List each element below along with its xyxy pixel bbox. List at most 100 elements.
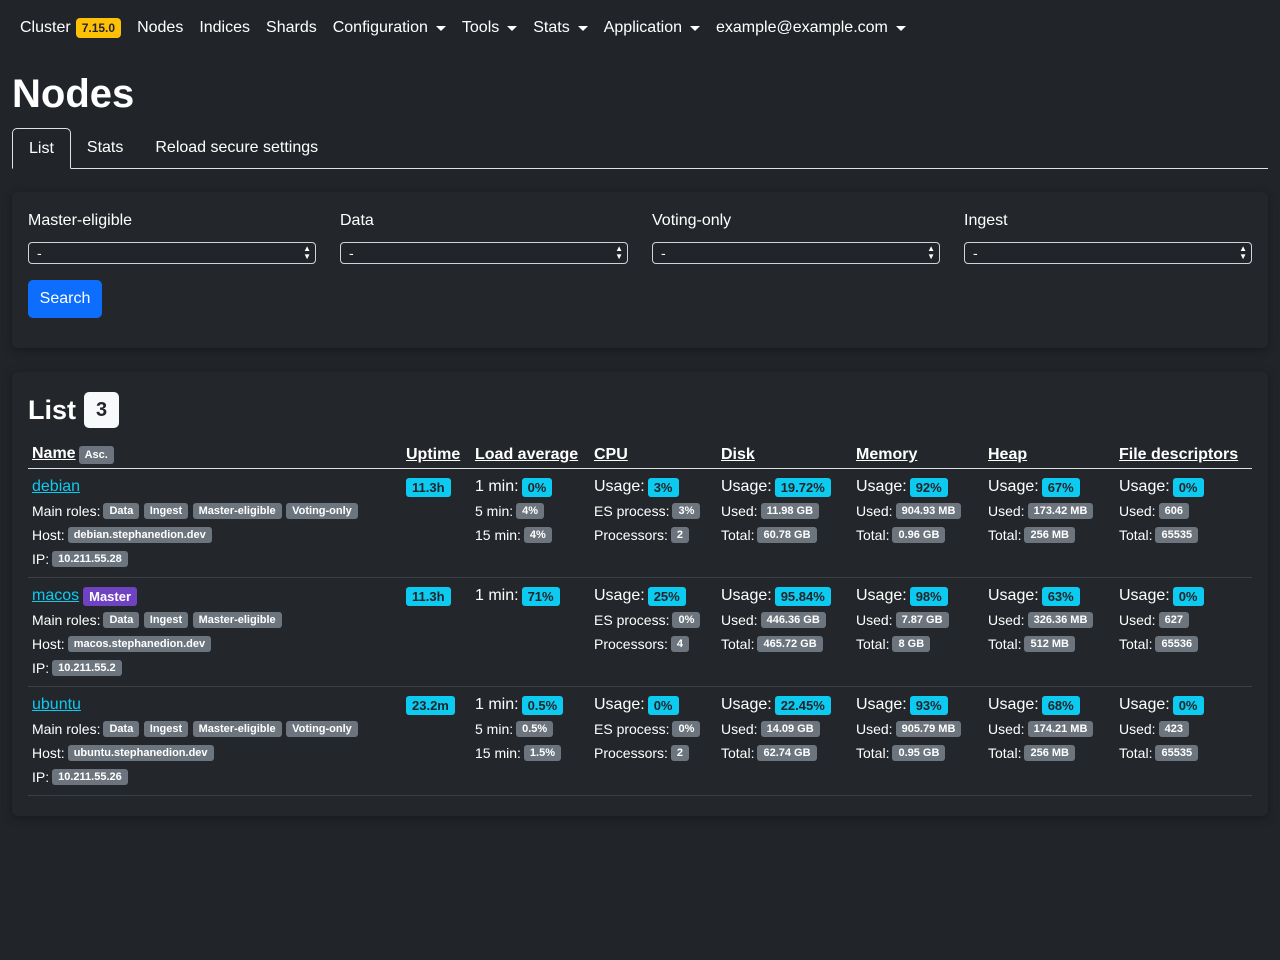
- heap-total-badge: 256 MB: [1024, 527, 1075, 543]
- label: Usage:: [988, 478, 1039, 495]
- label: 1 min:: [475, 696, 519, 713]
- voting-only-select[interactable]: - ▲ ▼: [652, 242, 940, 264]
- memory-usage-badge: 92%: [909, 477, 948, 497]
- host-badge: debian.stephanedion.dev: [67, 527, 212, 543]
- select-arrows-icon: ▲ ▼: [303, 244, 311, 261]
- label: 1 min:: [475, 478, 519, 495]
- page-title: Nodes: [12, 72, 135, 116]
- nav-stats-dropdown[interactable]: Stats: [525, 19, 595, 37]
- nav-application-label: Application: [603, 19, 682, 36]
- heap-total-badge: 512 MB: [1024, 636, 1075, 652]
- heap-used-badge: 326.36 MB: [1027, 612, 1094, 628]
- search-button[interactable]: Search: [28, 280, 102, 318]
- nav-indices[interactable]: Indices: [199, 19, 251, 36]
- cell-heap: Usage: 63% Used: 326.36 MB Total: 512 MB: [984, 577, 1115, 687]
- fd-usage-badge: 0%: [1172, 586, 1204, 606]
- label: Main roles:: [32, 503, 101, 519]
- label: Used:: [988, 721, 1025, 737]
- tab-reload-secure-settings[interactable]: Reload secure settings: [155, 139, 319, 156]
- list-header: List 3: [28, 392, 120, 428]
- label: Processors:: [594, 527, 668, 543]
- label: Host:: [32, 527, 65, 543]
- label: Total:: [856, 745, 890, 761]
- node-link[interactable]: debian: [32, 478, 81, 495]
- label: ES process:: [594, 503, 670, 519]
- tab-list[interactable]: List: [12, 128, 71, 169]
- master-eligible-select[interactable]: - ▲ ▼: [28, 242, 316, 264]
- filter-card: Master-eligible - ▲ ▼ Data - ▲ ▼ Voting-on…: [12, 192, 1268, 348]
- col-disk[interactable]: Disk: [717, 440, 852, 469]
- col-uptime[interactable]: Uptime: [402, 440, 471, 469]
- node-link[interactable]: macos: [32, 587, 80, 604]
- label: Usage:: [1119, 587, 1170, 604]
- cell-load: 1 min: 0.5% 5 min: 0.5% 15 min: 1.5%: [471, 686, 590, 796]
- label: Total:: [721, 636, 755, 652]
- label: Usage:: [1119, 696, 1170, 713]
- cell-uptime: 11.3h: [402, 577, 471, 687]
- master-badge: Master: [83, 586, 138, 606]
- label: IP:: [32, 769, 50, 785]
- cell-load: 1 min: 71%: [471, 577, 590, 687]
- role-badge: Master-eligible: [192, 721, 282, 737]
- ip-badge: 10.211.55.28: [52, 551, 128, 567]
- fd-total-badge: 65535: [1155, 527, 1199, 543]
- nav-shards[interactable]: Shards: [266, 19, 317, 36]
- col-heap[interactable]: Heap: [984, 440, 1115, 469]
- role-badge: Ingest: [143, 721, 189, 737]
- ingest-select[interactable]: - ▲ ▼: [964, 242, 1252, 264]
- role-badge: Ingest: [143, 612, 189, 628]
- col-memory[interactable]: Memory: [852, 440, 984, 469]
- select-arrows-icon: ▲ ▼: [615, 244, 623, 261]
- label: 15 min:: [475, 527, 521, 543]
- table-row: debian Main roles: Data Ingest Master-el…: [28, 468, 1252, 578]
- ip-badge: 10.211.55.2: [52, 660, 122, 676]
- nav-user-dropdown[interactable]: example@example.com: [708, 19, 914, 37]
- col-load-average[interactable]: Load average: [471, 440, 590, 469]
- label: Total:: [988, 636, 1022, 652]
- role-badge: Voting-only: [286, 721, 358, 737]
- label: Usage:: [1119, 478, 1170, 495]
- disk-usage-badge: 95.84%: [774, 586, 831, 606]
- label: Total:: [1119, 527, 1153, 543]
- filter-data: Data - ▲ ▼: [340, 212, 628, 264]
- cell-heap: Usage: 68% Used: 174.21 MB Total: 256 MB: [984, 686, 1115, 796]
- tab-stats[interactable]: Stats: [86, 139, 124, 156]
- cell-file-descriptors: Usage: 0% Used: 423 Total: 65535: [1115, 686, 1252, 796]
- disk-used-badge: 11.98 GB: [760, 503, 820, 519]
- cpu-es-badge: 0%: [672, 612, 701, 628]
- filter-master-eligible: Master-eligible - ▲ ▼: [28, 212, 316, 264]
- label: Total:: [721, 745, 755, 761]
- cell-load: 1 min: 0% 5 min: 4% 15 min: 4%: [471, 468, 590, 578]
- label: Used:: [721, 503, 758, 519]
- data-select[interactable]: - ▲ ▼: [340, 242, 628, 264]
- label: Used:: [721, 612, 758, 628]
- caret-down-icon: [895, 25, 906, 31]
- cpu-usage-badge: 3%: [647, 477, 679, 497]
- label: Main roles:: [32, 612, 101, 628]
- col-cpu[interactable]: CPU: [590, 440, 717, 469]
- cell-file-descriptors: Usage: 0% Used: 606 Total: 65535: [1115, 468, 1252, 578]
- select-value: -: [37, 245, 42, 261]
- cpu-es-badge: 3%: [672, 503, 701, 519]
- col-name[interactable]: Name Asc.: [28, 440, 402, 469]
- role-badge: Data: [103, 612, 140, 628]
- cpu-processors-badge: 2: [670, 745, 690, 761]
- cell-disk: Usage: 19.72% Used: 11.98 GB Total: 60.78 G…: [717, 468, 852, 578]
- nav-application-dropdown[interactable]: Application: [596, 19, 708, 37]
- nav-tools-label: Tools: [461, 19, 500, 36]
- nav-tools-dropdown[interactable]: Tools: [454, 19, 525, 37]
- col-file-descriptors[interactable]: File descriptors: [1115, 440, 1252, 469]
- node-link[interactable]: ubuntu: [32, 696, 81, 713]
- disk-total-badge: 62.74 GB: [757, 745, 817, 761]
- nav-nodes[interactable]: Nodes: [137, 19, 184, 36]
- memory-used-badge: 905.79 MB: [895, 721, 962, 737]
- nav-brand[interactable]: Cluster 7.15.0: [12, 18, 129, 38]
- label: Used:: [721, 721, 758, 737]
- filter-label: Ingest: [964, 212, 1008, 229]
- disk-usage-badge: 22.45%: [774, 695, 831, 715]
- load-5min-badge: 0.5%: [516, 721, 554, 737]
- cell-uptime: 11.3h: [402, 468, 471, 578]
- disk-total-badge: 60.78 GB: [757, 527, 817, 543]
- select-arrows-icon: ▲ ▼: [1239, 244, 1247, 261]
- nav-configuration-dropdown[interactable]: Configuration: [325, 19, 454, 37]
